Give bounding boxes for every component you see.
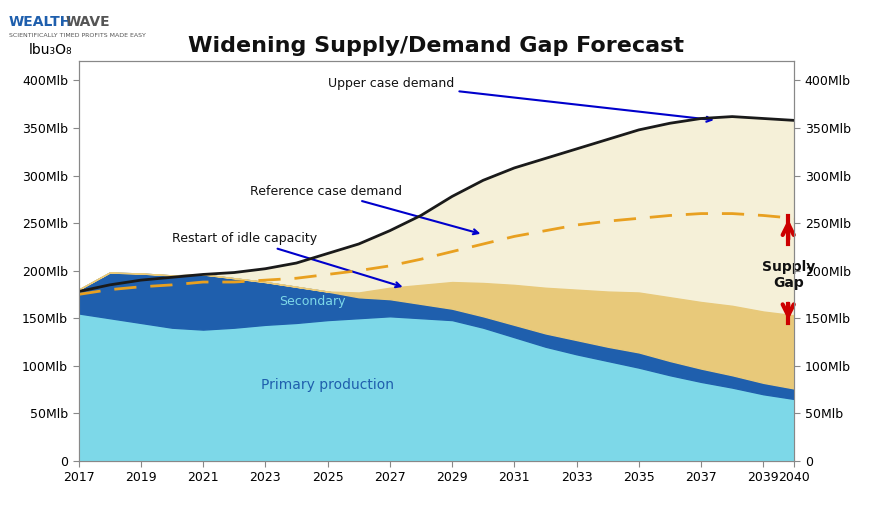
Text: Supply
Gap: Supply Gap [761, 260, 815, 290]
Text: Reference case demand: Reference case demand [250, 184, 478, 234]
Text: Secondary: Secondary [278, 294, 345, 308]
Text: WEALTH: WEALTH [9, 15, 72, 29]
Text: Primary production: Primary production [261, 378, 394, 392]
Text: Upper case demand: Upper case demand [327, 77, 711, 122]
Text: WAVE: WAVE [65, 15, 110, 29]
Text: SCIENTIFICALLY TIMED PROFITS MADE EASY: SCIENTIFICALLY TIMED PROFITS MADE EASY [9, 33, 146, 38]
Text: lbu₃O₈: lbu₃O₈ [29, 44, 72, 57]
Text: Widening Supply/Demand Gap Forecast: Widening Supply/Demand Gap Forecast [189, 36, 684, 56]
Text: Restart of idle capacity: Restart of idle capacity [172, 232, 401, 287]
